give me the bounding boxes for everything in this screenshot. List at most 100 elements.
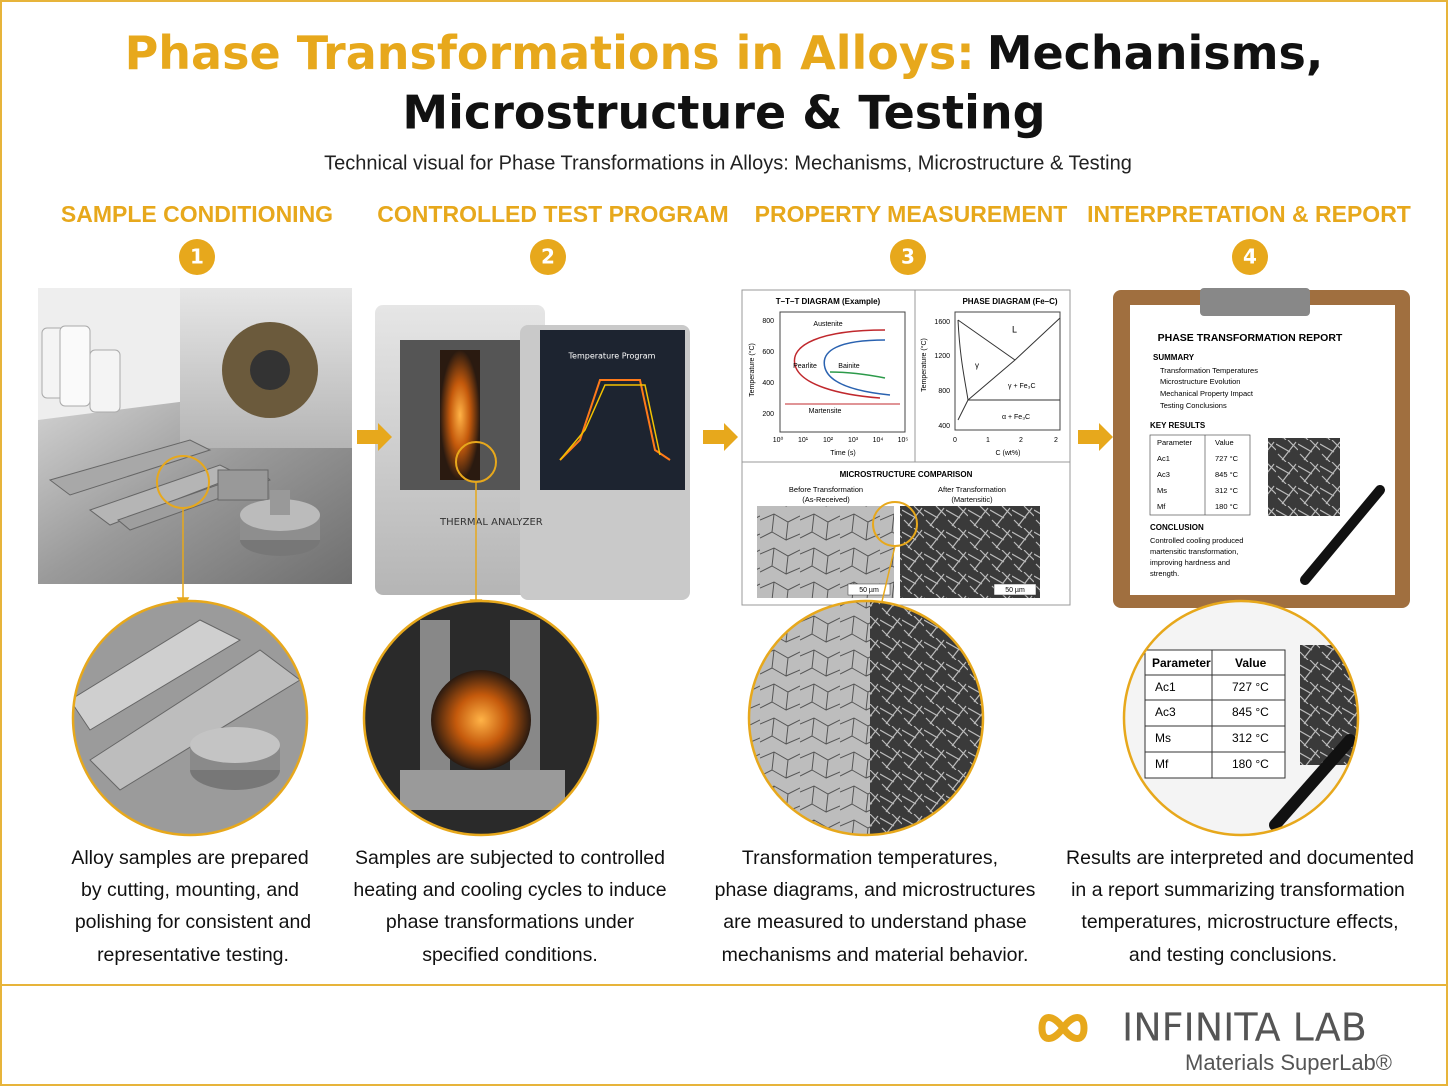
- report-cell: Ac1: [1155, 680, 1176, 694]
- decoration: [993, 583, 1037, 596]
- ttt-ytick: 600: [762, 349, 774, 356]
- description-line: are measured to understand phase: [723, 911, 1027, 933]
- decoration: [431, 670, 531, 770]
- decoration: [362, 599, 600, 837]
- brand-tagline: Materials SuperLab®: [1185, 1050, 1392, 1075]
- ttt-ytick: 400: [762, 380, 774, 387]
- ttt-x-label: Time (s): [830, 450, 855, 457]
- report-col: Value: [1215, 438, 1234, 447]
- title-rest: Mechanisms,: [987, 26, 1324, 80]
- equipment-label: THERMAL ANALYZER: [439, 517, 543, 528]
- decoration: [779, 311, 906, 433]
- phase-xtick: 2: [1019, 437, 1023, 444]
- decoration: [829, 371, 886, 379]
- scale-bar: 50 µm: [859, 587, 879, 594]
- ttt-ytick: 200: [762, 411, 774, 418]
- title-line2: Microstructure & Testing: [402, 86, 1045, 140]
- decoration: [1269, 734, 1356, 831]
- description-line: and testing conclusions.: [1129, 944, 1337, 966]
- decoration: [559, 384, 661, 461]
- zoom-report: Parameter Value Ac1 727 °C Ac3 845 °C Ms 312…: [1124, 601, 1358, 835]
- ttt-xtick: 10²: [823, 437, 834, 444]
- report-cell: 845 °C: [1215, 470, 1239, 479]
- ttt-ytick: 800: [762, 318, 774, 325]
- description-line: specified conditions.: [422, 944, 598, 966]
- phase-y-label: Temperature (°C): [920, 338, 928, 392]
- ttt-curve-label: Bainite: [838, 363, 860, 370]
- decoration: [1300, 645, 1358, 765]
- step-heading: CONTROLLED TEST PROGRAM: [377, 201, 728, 227]
- decoration: [703, 423, 738, 451]
- step-number: 4: [1243, 245, 1257, 269]
- step-heading: SAMPLE CONDITIONING: [61, 201, 333, 227]
- phase-ytick: 800: [938, 388, 950, 395]
- decoration: [957, 317, 1061, 421]
- step-badge: [1232, 239, 1268, 275]
- report-cell: 727 °C: [1232, 680, 1269, 694]
- step-badge: [179, 239, 215, 275]
- ttt-curve-label: Pearlite: [793, 363, 817, 370]
- report-cell: Ms: [1157, 486, 1167, 495]
- decoration: [847, 583, 891, 596]
- report-cell: Ms: [1155, 731, 1171, 745]
- step-number: 3: [901, 245, 915, 269]
- decoration: [1144, 649, 1286, 779]
- phase-region: γ + Fe₃C: [1008, 383, 1036, 390]
- micro-after-sub: (Martensitic): [951, 495, 993, 504]
- decoration: [900, 506, 1040, 598]
- report-conclusion-title: CONCLUSION: [1150, 523, 1204, 532]
- decoration: [89, 349, 121, 413]
- micro-after: After Transformation: [938, 485, 1006, 494]
- report-cell: 727 °C: [1215, 454, 1239, 463]
- decoration: [1149, 434, 1251, 516]
- decoration: [954, 311, 1061, 431]
- description-line: temperatures, microstructure effects,: [1081, 911, 1398, 933]
- ttt-y-label: Temperature (°C): [748, 343, 756, 397]
- phase-ytick: 1600: [934, 319, 950, 326]
- report-conclusion: Controlled cooling produced: [1150, 536, 1243, 545]
- description-line: Transformation temperatures,: [742, 847, 998, 869]
- step-headings: SAMPLE CONDITIONING CONTROLLED TEST PROG…: [61, 201, 1411, 275]
- subtitle: Technical visual for Phase Transformatio…: [324, 152, 1132, 174]
- decoration: [1200, 288, 1310, 316]
- ttt-curve-label: Martensite: [809, 408, 842, 415]
- title-highlight: Phase Transformations in Alloys:: [125, 26, 975, 80]
- report-clipboard: PHASE TRANSFORMATION REPORT SUMMARY Tran…: [1113, 288, 1410, 608]
- report-cell: 312 °C: [1232, 731, 1269, 745]
- decoration: [440, 350, 480, 480]
- ttt-xtick: 10⁰: [773, 436, 784, 444]
- description-line: in a report summarizing transformation: [1071, 879, 1405, 901]
- measurement-panel: T–T–T DIAGRAM (Example) Temperature (°C)…: [741, 289, 1071, 606]
- report-cell: 180 °C: [1232, 757, 1269, 771]
- decoration: [757, 506, 894, 598]
- decoration: [559, 379, 671, 461]
- ttt-xtick: 10¹: [798, 437, 809, 444]
- ttt-title: T–T–T DIAGRAM (Example): [776, 297, 881, 306]
- decoration: [1300, 485, 1385, 585]
- decoration: [1122, 599, 1360, 837]
- phase-region: α + Fe₃C: [1002, 414, 1030, 421]
- report-summary-item: Microstructure Evolution: [1160, 377, 1240, 386]
- description-line: Samples are subjected to controlled: [355, 847, 665, 869]
- step-number: 2: [541, 245, 555, 269]
- report-cell: Mf: [1157, 502, 1166, 511]
- report-summary-title: SUMMARY: [1153, 353, 1195, 362]
- step-heading: INTERPRETATION & REPORT: [1087, 201, 1411, 227]
- decoration: [747, 599, 985, 837]
- report-summary-item: Transformation Temperatures: [1160, 366, 1258, 375]
- phase-ytick: 400: [938, 423, 950, 430]
- report-summary-item: Mechanical Property Impact: [1160, 389, 1254, 398]
- sample-photo: [38, 288, 352, 584]
- decoration: [823, 339, 891, 396]
- micro-before-sub: (As-Received): [802, 495, 850, 504]
- report-summary-item: Testing Conclusions: [1160, 401, 1227, 410]
- decoration: [1268, 438, 1340, 516]
- micro-before: Before Transformation: [789, 485, 863, 494]
- report-conclusion: strength.: [1150, 569, 1179, 578]
- report-cell: 845 °C: [1232, 705, 1269, 719]
- description-line: by cutting, mounting, and: [81, 879, 299, 901]
- phase-xtick: 2: [1054, 437, 1058, 444]
- report-col: Parameter: [1152, 656, 1211, 670]
